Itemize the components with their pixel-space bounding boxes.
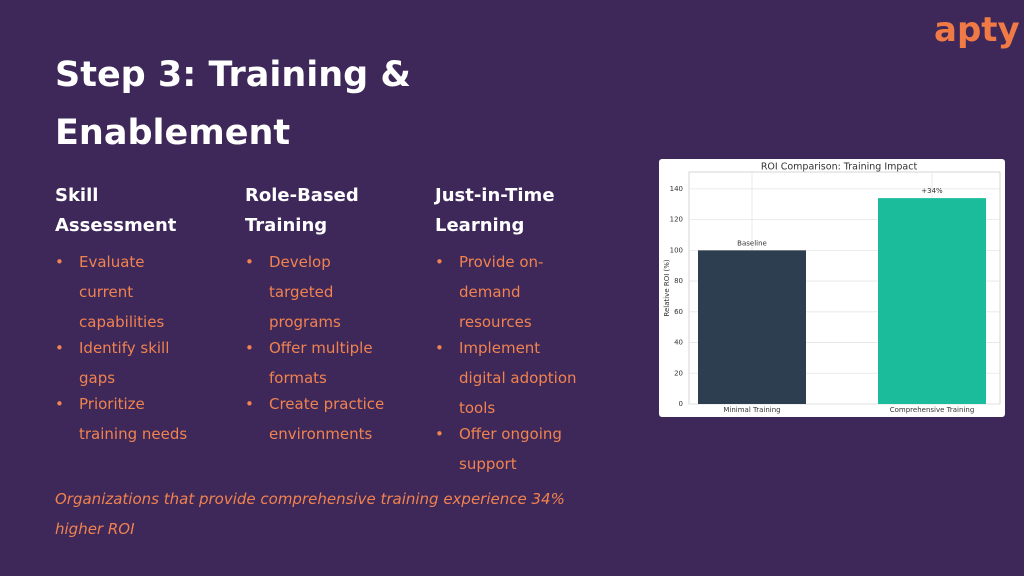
- chart: ROI Comparison: Training Impact Relative…: [659, 159, 1005, 417]
- chart-title: ROI Comparison: Training Impact: [761, 162, 918, 173]
- y-tick-label: 80: [674, 277, 683, 285]
- bullet: Identify skill gaps: [55, 333, 199, 393]
- column: Role-Based Training Develop targeted prog…: [245, 181, 420, 445]
- bullet: Create practice environments: [245, 389, 389, 449]
- logo: apty: [934, 10, 1020, 50]
- column: Just-in-Time Learning Provide on-demand r…: [435, 181, 610, 475]
- bar: [698, 250, 806, 404]
- slide-title: Step 3: Training & Enablement: [55, 55, 411, 153]
- y-axis-label: Relative ROI (%): [663, 259, 671, 316]
- y-tick-label: 40: [674, 339, 683, 347]
- x-tick-label: Minimal Training: [723, 406, 780, 414]
- y-tick-label: 140: [670, 185, 683, 193]
- column-heading: Just-in-Time Learning: [435, 185, 555, 236]
- bullet: Evaluate current capabilities: [55, 247, 199, 337]
- bullet: Prioritize training needs: [55, 389, 199, 449]
- bullet-list: Provide on-demand resourcesImplement dig…: [435, 247, 610, 479]
- column-heading: Skill Assessment: [55, 185, 177, 236]
- bar: [878, 198, 986, 404]
- y-tick-label: 120: [670, 216, 683, 224]
- bullet: Offer multiple formats: [245, 333, 389, 393]
- bullet-list: Evaluate current capabilitiesIdentify sk…: [55, 247, 230, 449]
- column-heading: Role-Based Training: [245, 185, 359, 236]
- x-tick-label: Comprehensive Training: [890, 406, 975, 414]
- y-tick-label: 100: [670, 246, 683, 254]
- annotation: +34%: [921, 187, 943, 195]
- y-tick-label: 0: [679, 400, 683, 408]
- y-tick-label: 60: [674, 308, 683, 316]
- y-tick-label: 20: [674, 369, 683, 377]
- annotation: Baseline: [737, 239, 767, 247]
- bullet: Implement digital adoption tools: [435, 333, 579, 423]
- column: Skill Assessment Evaluate current capabil…: [55, 181, 230, 445]
- bullet: Develop targeted programs: [245, 247, 389, 337]
- bullet: Provide on-demand resources: [435, 247, 579, 337]
- note: Organizations that provide comprehensive…: [55, 490, 565, 538]
- bullet: Offer ongoing support: [435, 419, 579, 479]
- bullet-list: Develop targeted programsOffer multiple …: [245, 247, 420, 449]
